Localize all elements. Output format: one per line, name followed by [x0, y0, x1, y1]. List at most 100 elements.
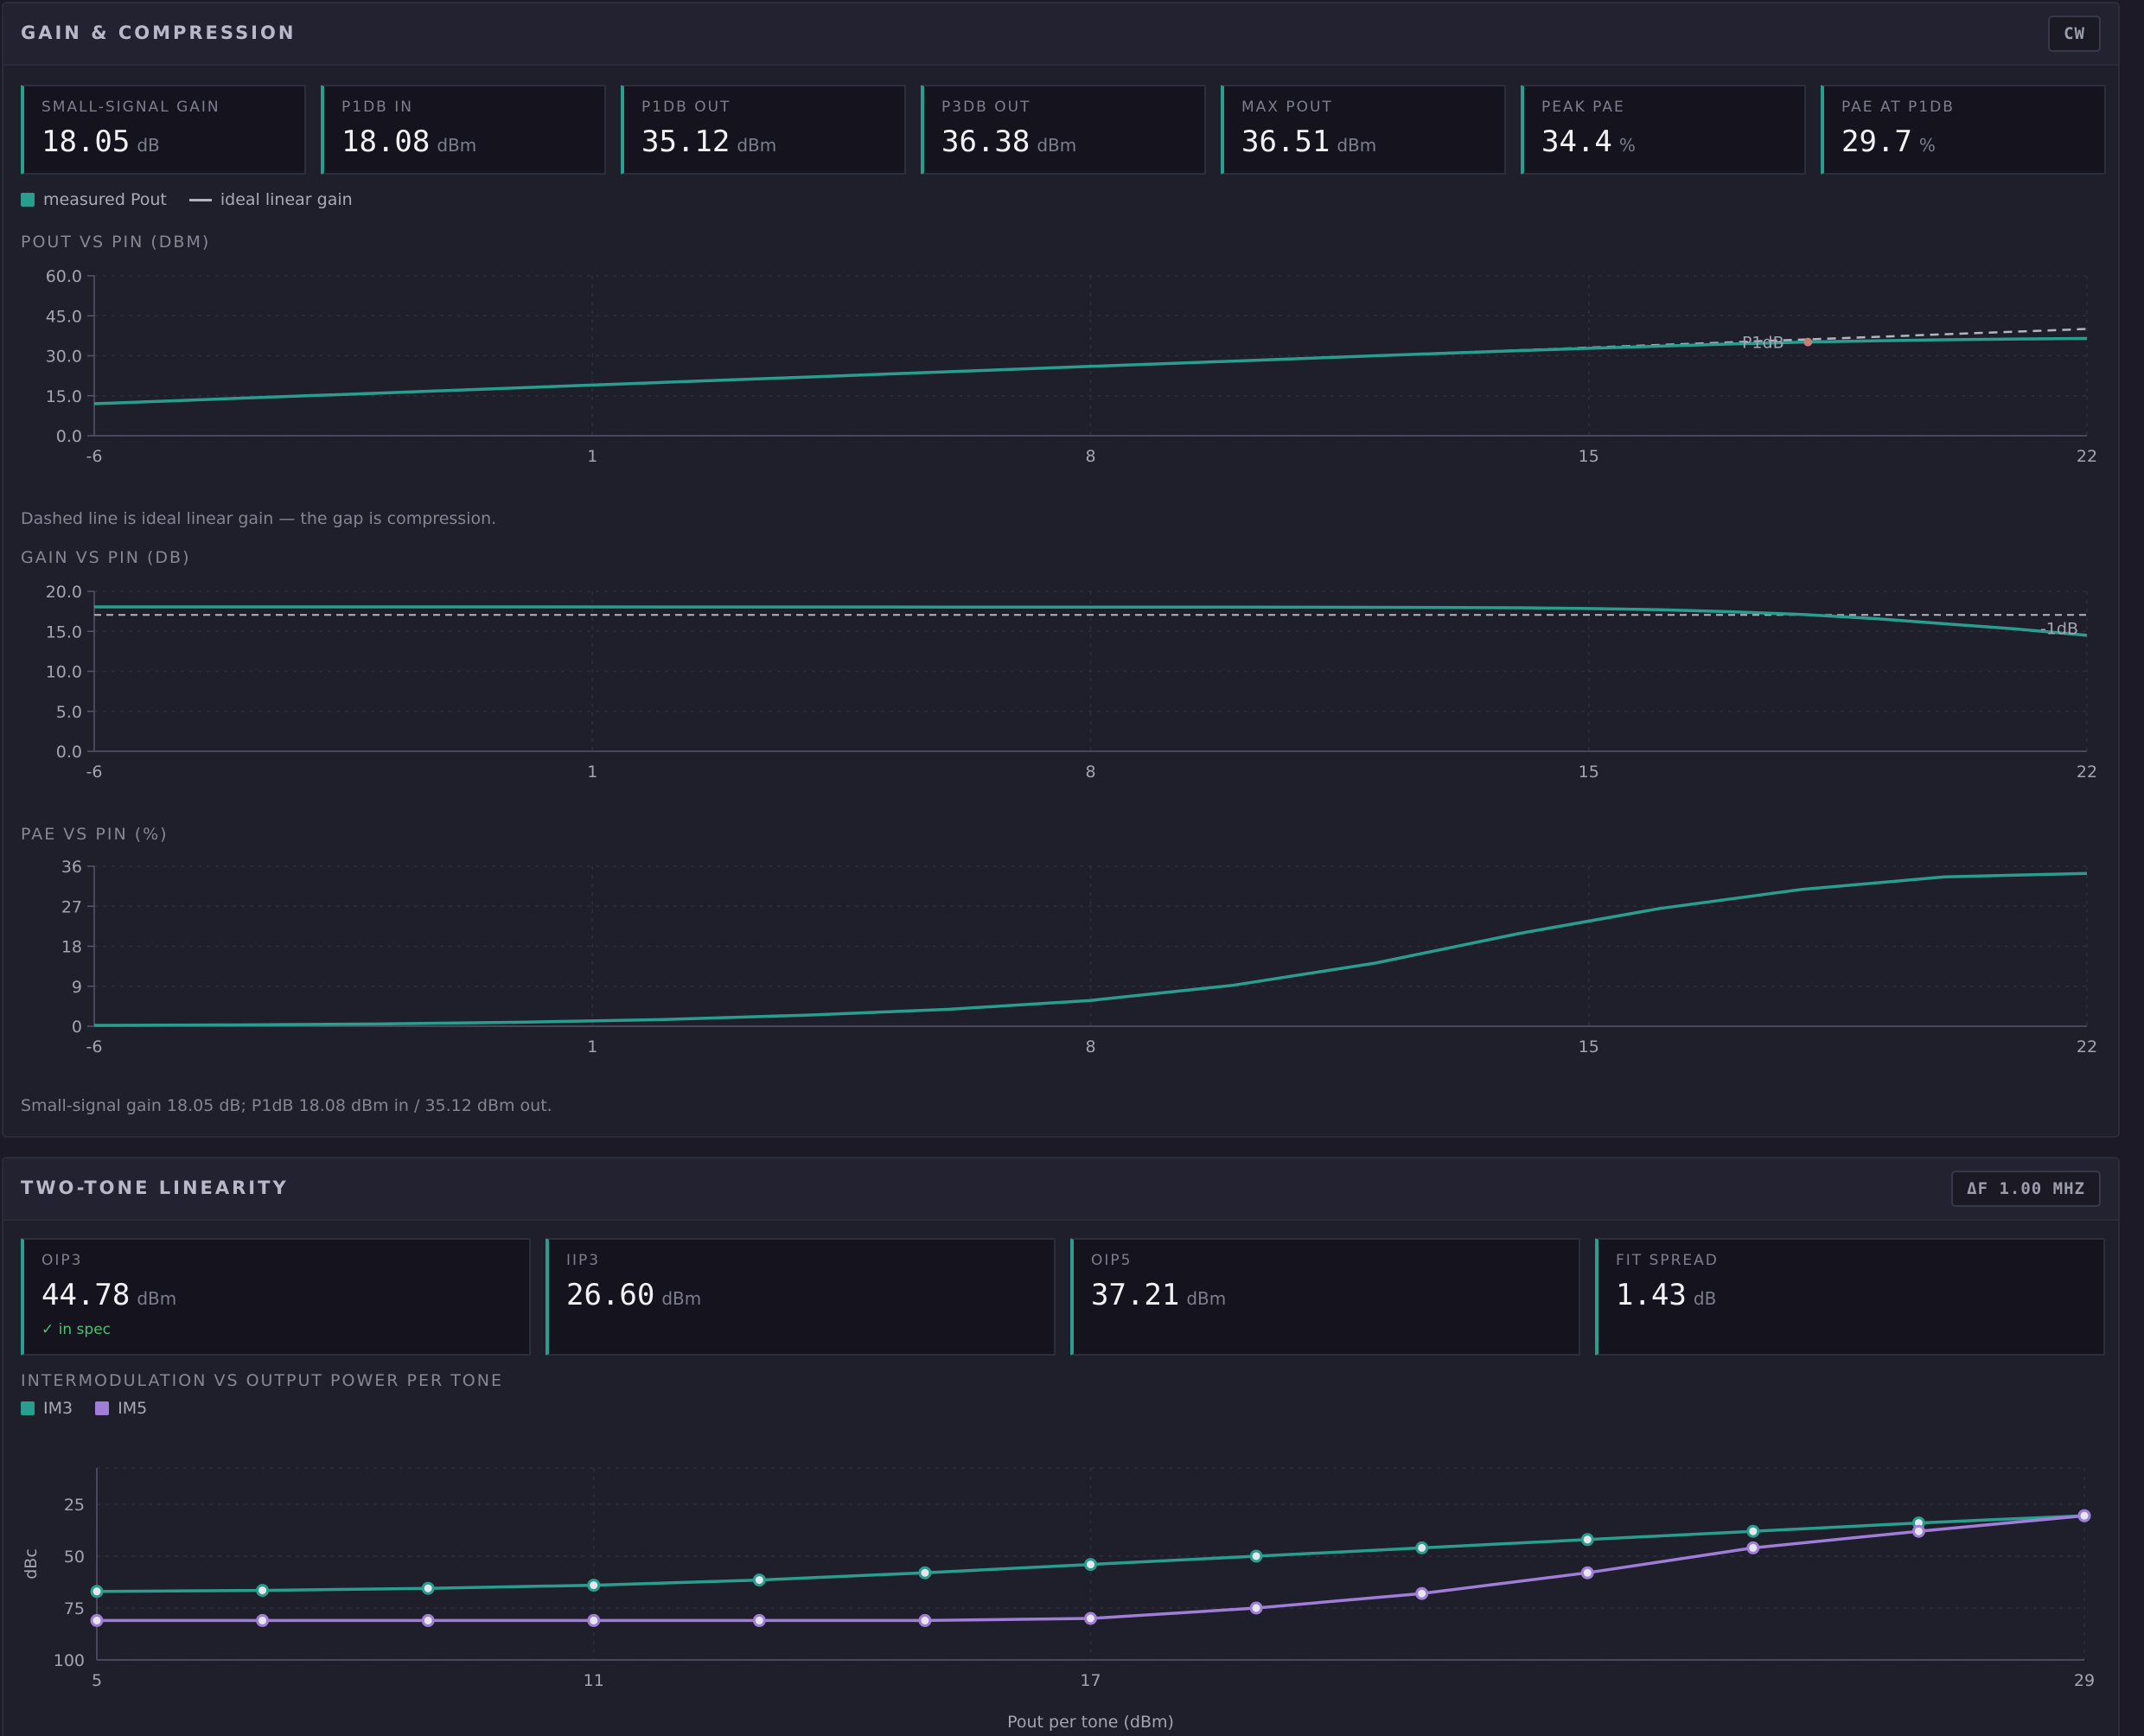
y-tick-label: 0.0	[56, 427, 82, 446]
im5-point	[918, 1613, 932, 1627]
metric-unit: dBm	[1186, 1288, 1227, 1309]
im5-point	[1911, 1524, 1925, 1538]
metric-unit: %	[1918, 135, 1936, 156]
ideal-gain-line	[93, 328, 2088, 405]
im5-point	[421, 1613, 435, 1627]
metric-card: FIT SPREAD 1.43 dB	[1595, 1238, 2105, 1356]
metric-value-row: 36.38 dBm	[941, 124, 1076, 159]
x-tick-label: -6	[86, 447, 103, 466]
metric-card: PAE AT P1DB 29.7%	[1821, 85, 2106, 175]
metric-label: P3DB OUT	[941, 99, 1031, 116]
x-tick-label: 8	[1085, 763, 1095, 782]
y-tick-label: 20.0	[46, 583, 82, 602]
im5-point	[1746, 1541, 1760, 1554]
x-axis-label: Pout per tone (dBm)	[1007, 1713, 1174, 1732]
x-tick-label: 15	[1579, 763, 1599, 782]
metric-value-row: 26.60 dBm	[566, 1278, 701, 1312]
imd-chart: 25 50 75 100 5 11 17 29 dBc Pout per tone (dBm)	[22, 1467, 2095, 1732]
y-tick-label: 36	[61, 858, 82, 877]
x-tick-label: 22	[2077, 447, 2097, 466]
pout-vs-pin-chart: 60.0 45.0 30.0 15.0 0.0-6 1 8 15 22 P1dB	[46, 267, 2097, 466]
im5-point	[1249, 1601, 1263, 1615]
metric-unit: dBm	[1337, 135, 1377, 156]
minus-1db-label: -1dB	[2040, 619, 2078, 638]
metric-unit: dBm	[437, 135, 477, 156]
gain-line	[94, 605, 2088, 637]
y-tick-label: 100	[54, 1651, 85, 1670]
metric-value: 26.60	[566, 1278, 655, 1312]
x-tick-label: -6	[86, 1037, 103, 1056]
metric-note: ✓ in spec	[41, 1321, 112, 1338]
mode-badge[interactable]: CW	[2048, 16, 2101, 52]
y-tick-label: 75	[64, 1599, 85, 1618]
metric-unit: dBm	[137, 1288, 177, 1309]
y-tick-label: 45.0	[46, 307, 82, 326]
metric-unit: dBm	[661, 1288, 702, 1309]
x-tick-label: 1	[587, 1037, 597, 1056]
y-tick-label: 18	[61, 938, 82, 957]
im5-point	[752, 1613, 766, 1627]
y-axis-label: dBc	[22, 1548, 41, 1580]
metric-card: OIP5 37.21 dBm	[1070, 1238, 1580, 1356]
x-tick-label: 5	[92, 1671, 102, 1690]
legend-im5: IM5	[95, 1399, 147, 1418]
metric-card: OIP3 44.78 dBm ✓ in spec	[21, 1238, 531, 1356]
im3-point	[1746, 1524, 1760, 1538]
metric-value: 35.12	[641, 124, 731, 159]
y-tick-label: 60.0	[46, 267, 82, 286]
gain-panel-title: GAIN & COMPRESSION	[21, 22, 297, 43]
metric-card: SMALL-SIGNAL GAIN 18.05 dB	[21, 85, 306, 175]
im5-point	[1580, 1566, 1594, 1580]
two-tone-panel: TWO-TONE LINEARITY ΔF 1.00 MHZ OIP3 44.78…	[2, 1157, 2120, 1736]
metric-value: 1.43	[1616, 1278, 1687, 1312]
x-tick-label: 8	[1085, 1037, 1095, 1056]
legend-im3-label: IM3	[43, 1399, 73, 1418]
im3-line	[96, 1514, 2085, 1593]
im5-point	[1415, 1586, 1429, 1600]
x-tick-label: 29	[2074, 1671, 2095, 1690]
x-tick-label: 17	[1080, 1671, 1101, 1690]
legend-measured: measured Pout	[21, 190, 167, 209]
im3-point	[1249, 1549, 1263, 1563]
y-tick-label: 27	[61, 897, 82, 916]
y-tick-label: 30.0	[46, 348, 82, 367]
im3-point	[90, 1585, 104, 1599]
x-tick-label: 1	[587, 763, 597, 782]
legend-ideal: ideal linear gain	[188, 190, 353, 209]
metric-label: MAX POUT	[1241, 99, 1333, 116]
metric-unit: dBm	[737, 135, 777, 156]
metric-unit: dB	[137, 135, 160, 156]
metric-card: MAX POUT 36.51 dBm	[1221, 85, 1506, 175]
legend-ideal-label: ideal linear gain	[220, 190, 353, 209]
y-tick-label: 25	[64, 1496, 85, 1515]
measured-pout-line	[93, 336, 2088, 405]
imd-legend: IM3 IM5	[21, 1399, 169, 1418]
metric-label: FIT SPREAD	[1616, 1252, 1719, 1269]
x-tick-label: 8	[1085, 447, 1095, 466]
metric-value-row: 18.08 dBm	[341, 124, 476, 159]
metric-card: P1DB IN 18.08 dBm	[321, 85, 606, 175]
im3-point	[918, 1566, 932, 1580]
metric-value: 36.51	[1241, 124, 1330, 159]
metric-value-row: 44.78 dBm	[41, 1278, 176, 1312]
metric-label: P1DB IN	[341, 99, 413, 116]
metric-value: 44.78	[41, 1278, 131, 1312]
p1db-annotation: P1dB	[1742, 334, 1784, 353]
metric-value: 36.38	[941, 124, 1031, 159]
metric-label: OIP3	[41, 1252, 83, 1269]
p1db-marker	[1803, 337, 1813, 347]
x-tick-label: 15	[1579, 1037, 1599, 1056]
delta-f-badge[interactable]: ΔF 1.00 MHZ	[1951, 1171, 2101, 1207]
legend-measured-label: measured Pout	[43, 190, 167, 209]
im3-point	[1580, 1533, 1594, 1547]
metric-value-row: 18.05 dB	[41, 124, 160, 159]
y-tick-label: 15.0	[46, 387, 82, 406]
x-tick-label: 11	[584, 1671, 604, 1690]
imd-chart-label: INTERMODULATION VS OUTPUT POWER PER TONE	[21, 1371, 503, 1390]
y-tick-label: 0	[72, 1018, 82, 1037]
x-tick-label: 1	[587, 447, 597, 466]
y-tick-label: 5.0	[56, 703, 82, 722]
x-tick-label: 15	[1579, 447, 1599, 466]
metric-value-row: 1.43 dB	[1616, 1278, 1716, 1312]
